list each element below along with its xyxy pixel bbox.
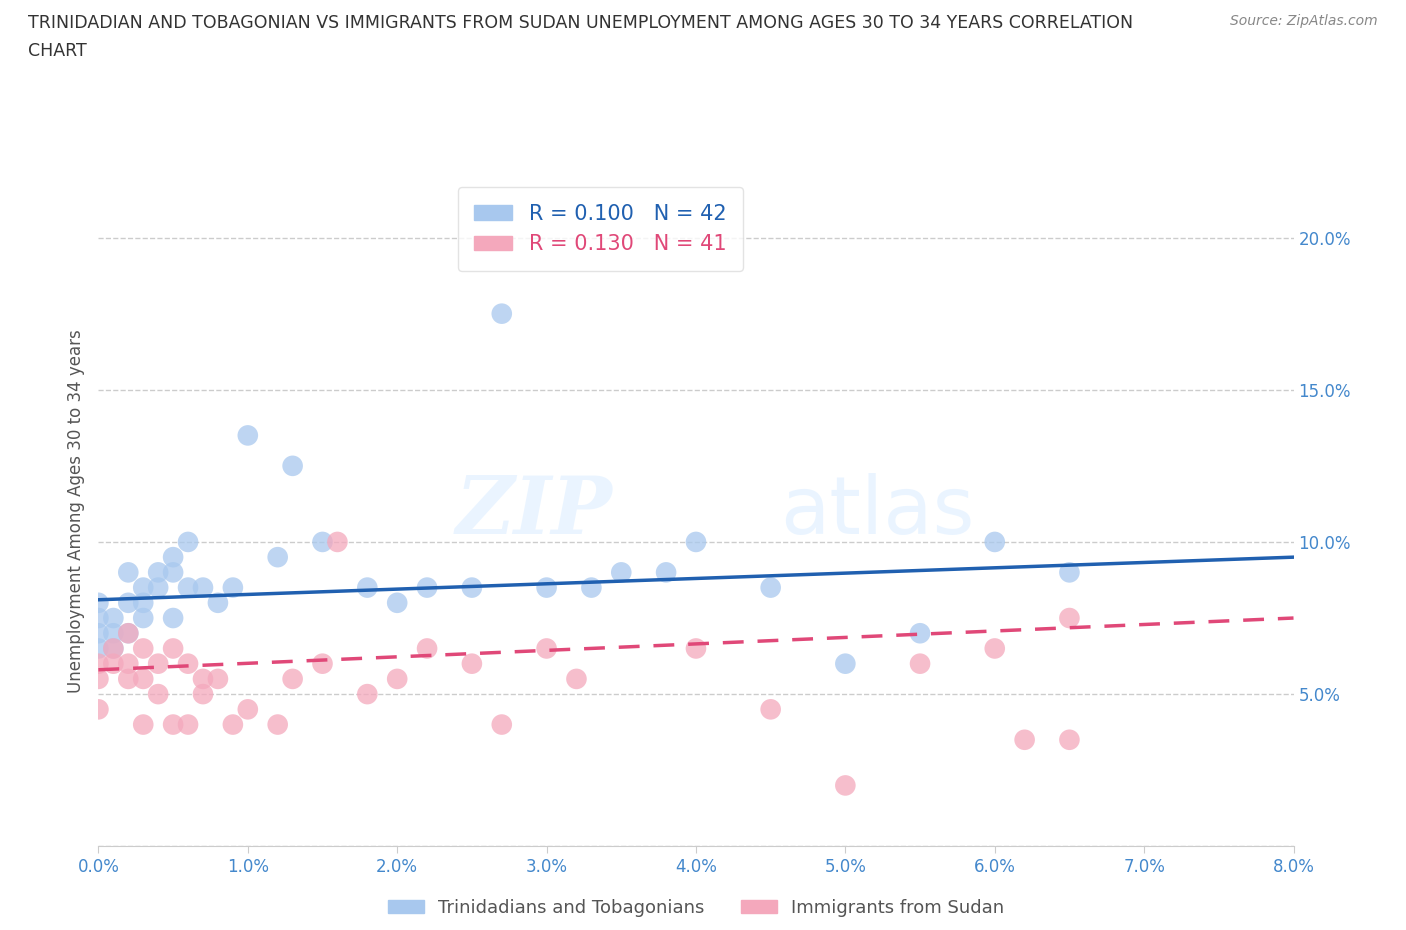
- Point: [87, 702, 110, 717]
- Point: [491, 717, 513, 732]
- Point: [148, 565, 170, 579]
- Point: [1059, 565, 1081, 579]
- Point: [191, 580, 214, 595]
- Point: [177, 657, 200, 671]
- Text: ZIP: ZIP: [456, 472, 612, 551]
- Point: [655, 565, 678, 579]
- Point: [581, 580, 603, 595]
- Point: [759, 580, 782, 595]
- Point: [117, 671, 139, 686]
- Point: [461, 657, 484, 671]
- Point: [236, 428, 259, 443]
- Point: [148, 580, 170, 595]
- Point: [207, 671, 229, 686]
- Point: [117, 626, 139, 641]
- Point: [162, 717, 184, 732]
- Point: [385, 595, 409, 610]
- Point: [1059, 611, 1081, 626]
- Point: [117, 657, 139, 671]
- Point: [132, 611, 155, 626]
- Point: [1059, 732, 1081, 747]
- Point: [103, 657, 125, 671]
- Point: [87, 657, 110, 671]
- Point: [1014, 732, 1036, 747]
- Point: [207, 595, 229, 610]
- Text: CHART: CHART: [28, 42, 87, 60]
- Point: [162, 611, 184, 626]
- Point: [103, 641, 125, 656]
- Point: [356, 686, 378, 701]
- Point: [117, 626, 139, 641]
- Point: [103, 611, 125, 626]
- Point: [311, 535, 333, 550]
- Point: [177, 535, 200, 550]
- Point: [222, 717, 245, 732]
- Point: [281, 458, 304, 473]
- Point: [162, 641, 184, 656]
- Point: [834, 778, 856, 793]
- Point: [281, 671, 304, 686]
- Point: [87, 611, 110, 626]
- Point: [148, 657, 170, 671]
- Point: [132, 580, 155, 595]
- Point: [311, 657, 333, 671]
- Point: [191, 686, 214, 701]
- Point: [162, 565, 184, 579]
- Point: [685, 535, 707, 550]
- Point: [132, 717, 155, 732]
- Text: atlas: atlas: [779, 472, 974, 551]
- Point: [103, 641, 125, 656]
- Point: [117, 565, 139, 579]
- Point: [267, 550, 290, 565]
- Point: [87, 626, 110, 641]
- Point: [177, 580, 200, 595]
- Point: [87, 641, 110, 656]
- Point: [117, 595, 139, 610]
- Point: [565, 671, 588, 686]
- Text: TRINIDADIAN AND TOBAGONIAN VS IMMIGRANTS FROM SUDAN UNEMPLOYMENT AMONG AGES 30 T: TRINIDADIAN AND TOBAGONIAN VS IMMIGRANTS…: [28, 14, 1133, 32]
- Point: [148, 686, 170, 701]
- Point: [132, 671, 155, 686]
- Point: [132, 641, 155, 656]
- Point: [491, 306, 513, 321]
- Point: [87, 671, 110, 686]
- Point: [759, 702, 782, 717]
- Point: [267, 717, 290, 732]
- Point: [222, 580, 245, 595]
- Point: [132, 595, 155, 610]
- Point: [610, 565, 633, 579]
- Point: [461, 580, 484, 595]
- Point: [536, 580, 558, 595]
- Point: [385, 671, 409, 686]
- Point: [983, 641, 1005, 656]
- Point: [326, 535, 349, 550]
- Point: [685, 641, 707, 656]
- Point: [908, 626, 931, 641]
- Legend: Trinidadians and Tobagonians, Immigrants from Sudan: Trinidadians and Tobagonians, Immigrants…: [381, 892, 1011, 924]
- Point: [416, 580, 439, 595]
- Point: [536, 641, 558, 656]
- Text: Source: ZipAtlas.com: Source: ZipAtlas.com: [1230, 14, 1378, 28]
- Point: [416, 641, 439, 656]
- Point: [236, 702, 259, 717]
- Point: [87, 595, 110, 610]
- Point: [177, 717, 200, 732]
- Point: [103, 626, 125, 641]
- Point: [191, 671, 214, 686]
- Point: [834, 657, 856, 671]
- Point: [162, 550, 184, 565]
- Point: [983, 535, 1005, 550]
- Y-axis label: Unemployment Among Ages 30 to 34 years: Unemployment Among Ages 30 to 34 years: [66, 329, 84, 694]
- Point: [356, 580, 378, 595]
- Point: [908, 657, 931, 671]
